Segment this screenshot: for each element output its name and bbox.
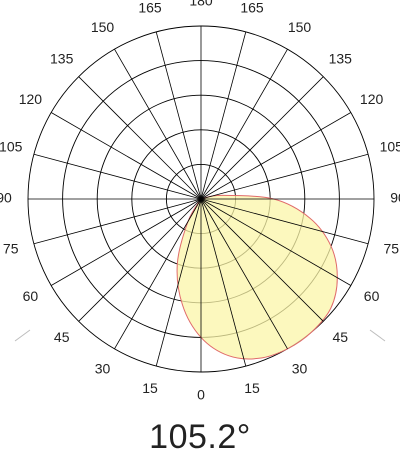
angle-tick-label: 135	[50, 50, 74, 66]
angle-tick-label: 105	[0, 139, 23, 155]
angle-tick-label: 165	[240, 0, 264, 15]
angle-tick-label: 15	[142, 380, 158, 396]
angle-tick-label: 165	[138, 0, 162, 15]
grid-spoke	[200, 31, 247, 200]
grid-spoke	[114, 48, 202, 200]
grid-spoke	[200, 198, 369, 245]
angle-tick-label: 75	[3, 241, 19, 257]
grid-spoke	[200, 198, 352, 286]
angle-tick-label: 15	[244, 380, 260, 396]
angle-tick-label: 135	[329, 50, 353, 66]
angle-tick-label: 120	[360, 91, 384, 107]
angle-tick-label: 90	[390, 190, 400, 206]
angle-tick-label: 30	[292, 360, 308, 376]
angle-tick-label: 60	[23, 288, 39, 304]
grid-spoke	[200, 198, 247, 367]
angle-tick-label: 180	[189, 0, 213, 9]
angle-tick-label: 75	[384, 241, 400, 257]
grid-spoke	[33, 198, 202, 245]
grid-spoke	[200, 198, 288, 350]
angle-tick-label: 120	[19, 91, 43, 107]
beam-angle-readout: 105.2°	[149, 418, 251, 456]
angle-tick-label: 90	[0, 190, 12, 206]
grid-spoke	[200, 48, 288, 200]
angle-tick-label: 105	[380, 139, 400, 155]
right-cut-mark	[369, 329, 386, 342]
angle-tick-label: 150	[288, 19, 312, 35]
grid-spoke	[78, 76, 202, 200]
grid-spoke	[200, 112, 352, 200]
grid-spokes	[28, 26, 374, 372]
grid-spoke	[200, 76, 324, 200]
angle-tick-label: 60	[364, 288, 380, 304]
grid-spoke	[78, 198, 202, 322]
angle-tick-label: 150	[91, 19, 115, 35]
grid-spoke	[50, 198, 202, 286]
angle-tick-label: 0	[197, 387, 205, 403]
angle-labels: 0 15 30 45 60 75 90 105 120 135 150 165 180 165 150 135…	[0, 0, 400, 403]
grid-spoke	[155, 198, 202, 367]
left-cut-mark	[14, 329, 31, 342]
angle-tick-label: 45	[333, 329, 349, 345]
grid-spoke	[114, 198, 202, 350]
angle-tick-label: 45	[54, 329, 70, 345]
grid-spoke	[200, 198, 324, 322]
grid-spoke	[50, 112, 202, 200]
angle-tick-label: 30	[95, 360, 111, 376]
grid-spoke	[33, 153, 202, 200]
grid-spoke	[200, 153, 369, 200]
grid-spoke	[155, 31, 202, 200]
